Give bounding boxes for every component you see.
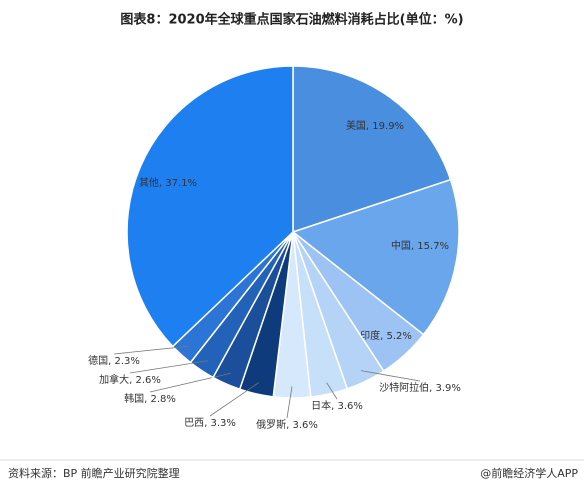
leader-line [113, 345, 190, 355]
chart-title: 图表8：2020年全球重点国家石油燃料消耗占比(单位：%) [120, 12, 463, 28]
data-label: 中国, 15.7% [391, 239, 449, 252]
data-label: 韩国, 2.8% [124, 392, 176, 405]
data-label: 其他, 37.1% [139, 176, 197, 189]
data-label: 印度, 5.2% [360, 329, 412, 342]
pie-slice [126, 65, 294, 348]
credit: @前瞻经济学人APP [480, 466, 578, 480]
leader-line [360, 370, 421, 382]
data-label: 德国, 2.3% [88, 354, 140, 367]
data-label: 沙特阿拉伯, 3.9% [379, 381, 461, 394]
pie-slice [291, 178, 460, 336]
data-label: 巴西, 3.3% [184, 417, 236, 429]
data-label: 俄罗斯, 3.6% [256, 418, 318, 431]
leader-line [129, 360, 208, 374]
leader-line [286, 386, 293, 419]
leader-line [326, 382, 338, 400]
data-label: 加拿大, 2.6% [99, 373, 161, 386]
data-label: 日本, 3.6% [311, 399, 363, 412]
leader-line [209, 382, 260, 417]
leader-line [149, 372, 231, 393]
pie-slice [292, 65, 452, 234]
source: 资料来源：BP 前瞻产业研究院整理 [8, 466, 180, 480]
data-label: 美国, 19.9% [346, 119, 404, 132]
